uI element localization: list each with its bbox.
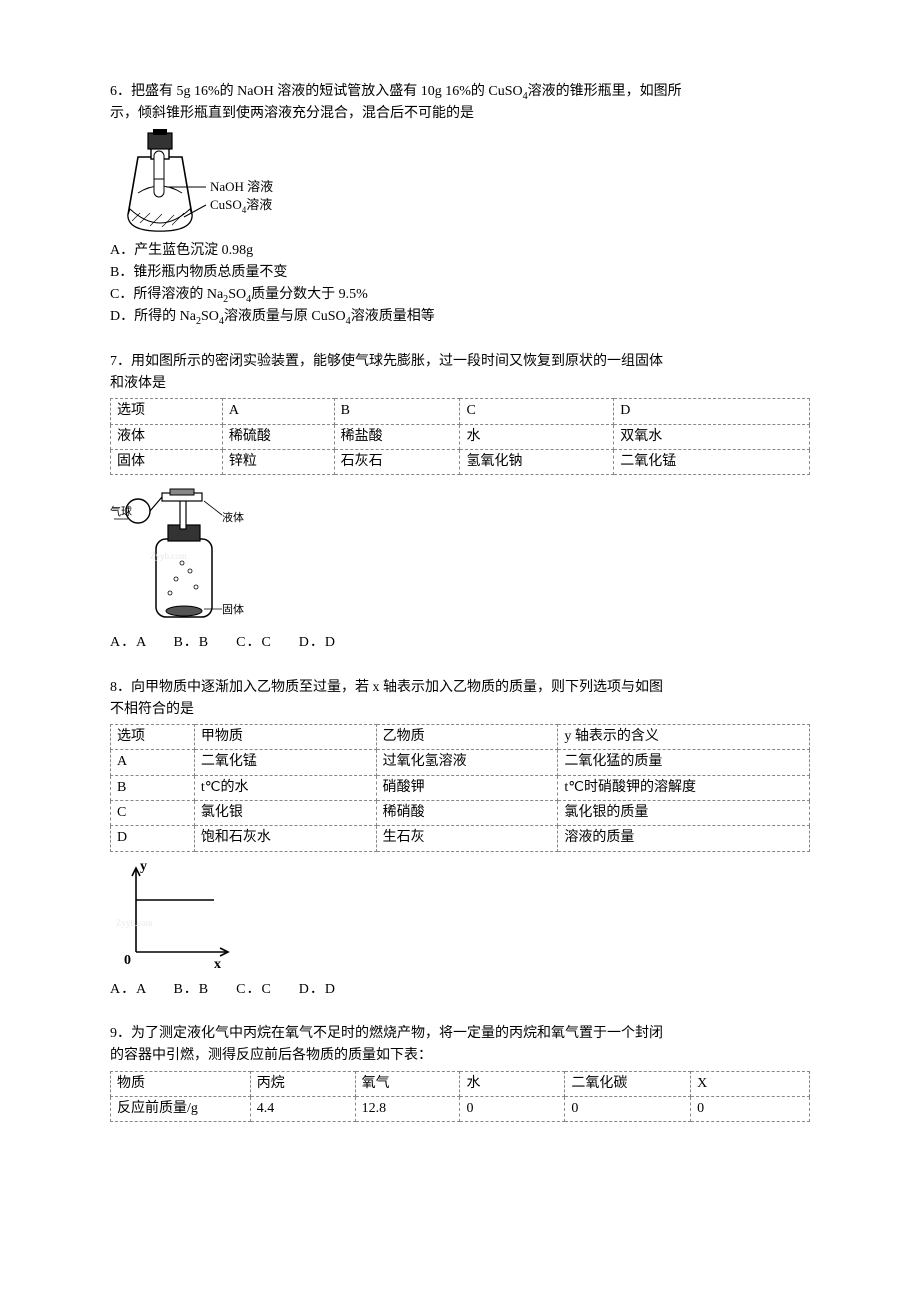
table-row: 反应前质量/g 4.4 12.8 0 0 0 (111, 1096, 810, 1121)
q6-optD: D．所得的 Na2SO4溶液质量与原 CuSO4溶液质量相等 (110, 307, 810, 327)
q8-stem1: 8．向甲物质中逐渐加入乙物质至过量，若 x 轴表示加入乙物质的质量，则下列选项与… (110, 678, 810, 698)
question-8: 8．向甲物质中逐渐加入乙物质至过量，若 x 轴表示加入乙物质的质量，则下列选项与… (110, 678, 810, 1000)
table-row: 选项 甲物质 乙物质 y 轴表示的含义 (111, 725, 810, 750)
svg-text:Zyyb.com: Zyyb.com (116, 918, 153, 928)
question-7: 7．用如图所示的密闭实验装置，能够使气球先膨胀，过一段时间又恢复到原状的一组固体… (110, 352, 810, 654)
q6-figure: NaOH 溶液 CuSO4溶液 (110, 127, 810, 237)
q7-table: 选项 A B C D 液体 稀硫酸 稀盐酸 水 双氧水 固体 锌粒 石灰石 氢氧… (110, 398, 810, 475)
q6-optB: B．锥形瓶内物质总质量不变 (110, 263, 810, 283)
q9-table: 物质 丙烷 氧气 水 二氧化碳 X 反应前质量/g 4.4 12.8 0 0 0 (110, 1071, 810, 1123)
q7-stem1: 7．用如图所示的密闭实验装置，能够使气球先膨胀，过一段时间又恢复到原状的一组固体 (110, 352, 810, 372)
svg-text:0: 0 (124, 953, 131, 968)
q8-table: 选项 甲物质 乙物质 y 轴表示的含义 A 二氧化锰 过氧化氢溶液 二氧化猛的质… (110, 724, 810, 851)
svg-text:固体: 固体 (222, 602, 244, 616)
table-row: 固体 锌粒 石灰石 氢氧化钠 二氧化锰 (111, 449, 810, 474)
q6-stem1-tail: 溶液的锥形瓶里，如图所 (528, 84, 682, 99)
q7-figure: 气球 液体 固体 Zyyb.com (110, 479, 810, 629)
q7-stem2: 和液体是 (110, 374, 810, 394)
q8-opts: A．A B．B C．C D．D (110, 980, 810, 1000)
question-6: 6．把盛有 5g 16%的 NaOH 溶液的短试管放入盛有 10g 16%的 C… (110, 82, 810, 328)
svg-text:Zyyb.com: Zyyb.com (150, 551, 187, 561)
q8-graph: y 0 x Zyyb.com (110, 856, 810, 976)
q6-stem-line2: 示，倾斜锥形瓶直到使两溶液充分混合，混合后不可能的是 (110, 104, 810, 124)
q6-stem-line1: 6．把盛有 5g 16%的 NaOH 溶液的短试管放入盛有 10g 16%的 C… (110, 82, 810, 102)
q7-opts: A．A B．B C．C D．D (110, 633, 810, 653)
q6-fig-bot-label: CuSO4溶液 (210, 197, 272, 215)
flask-icon: NaOH 溶液 CuSO4溶液 (110, 127, 310, 237)
q6-stem1: 6．把盛有 5g 16%的 NaOH 溶液的短试管放入盛有 10g 16%的 C… (110, 84, 523, 99)
table-row: D 饱和石灰水 生石灰 溶液的质量 (111, 826, 810, 851)
axes-icon: y 0 x Zyyb.com (110, 856, 240, 976)
svg-text:液体: 液体 (222, 510, 244, 524)
svg-text:x: x (214, 957, 221, 972)
q6-fig-top-label: NaOH 溶液 (210, 179, 273, 194)
svg-text:气球: 气球 (110, 504, 132, 518)
q9-stem1: 9．为了测定液化气中丙烷在氧气不足时的燃烧产物，将一定量的丙烷和氧气置于一个封闭 (110, 1024, 810, 1044)
question-9: 9．为了测定液化气中丙烷在氧气不足时的燃烧产物，将一定量的丙烷和氧气置于一个封闭… (110, 1024, 810, 1122)
table-row: 物质 丙烷 氧气 水 二氧化碳 X (111, 1071, 810, 1096)
table-row: B t℃的水 硝酸钾 t℃时硝酸钾的溶解度 (111, 775, 810, 800)
apparatus-icon: 气球 液体 固体 Zyyb.com (110, 479, 260, 629)
svg-text:y: y (140, 859, 147, 874)
table-row: 选项 A B C D (111, 399, 810, 424)
table-row: A 二氧化锰 过氧化氢溶液 二氧化猛的质量 (111, 750, 810, 775)
q6-optC: C．所得溶液的 Na2SO4质量分数大于 9.5% (110, 285, 810, 305)
q6-optA: A．产生蓝色沉淀 0.98g (110, 241, 810, 261)
table-row: 液体 稀硫酸 稀盐酸 水 双氧水 (111, 424, 810, 449)
q8-stem2: 不相符合的是 (110, 700, 810, 720)
table-row: C 氯化银 稀硝酸 氯化银的质量 (111, 801, 810, 826)
q9-stem2: 的容器中引燃，测得反应前后各物质的质量如下表： (110, 1046, 810, 1066)
